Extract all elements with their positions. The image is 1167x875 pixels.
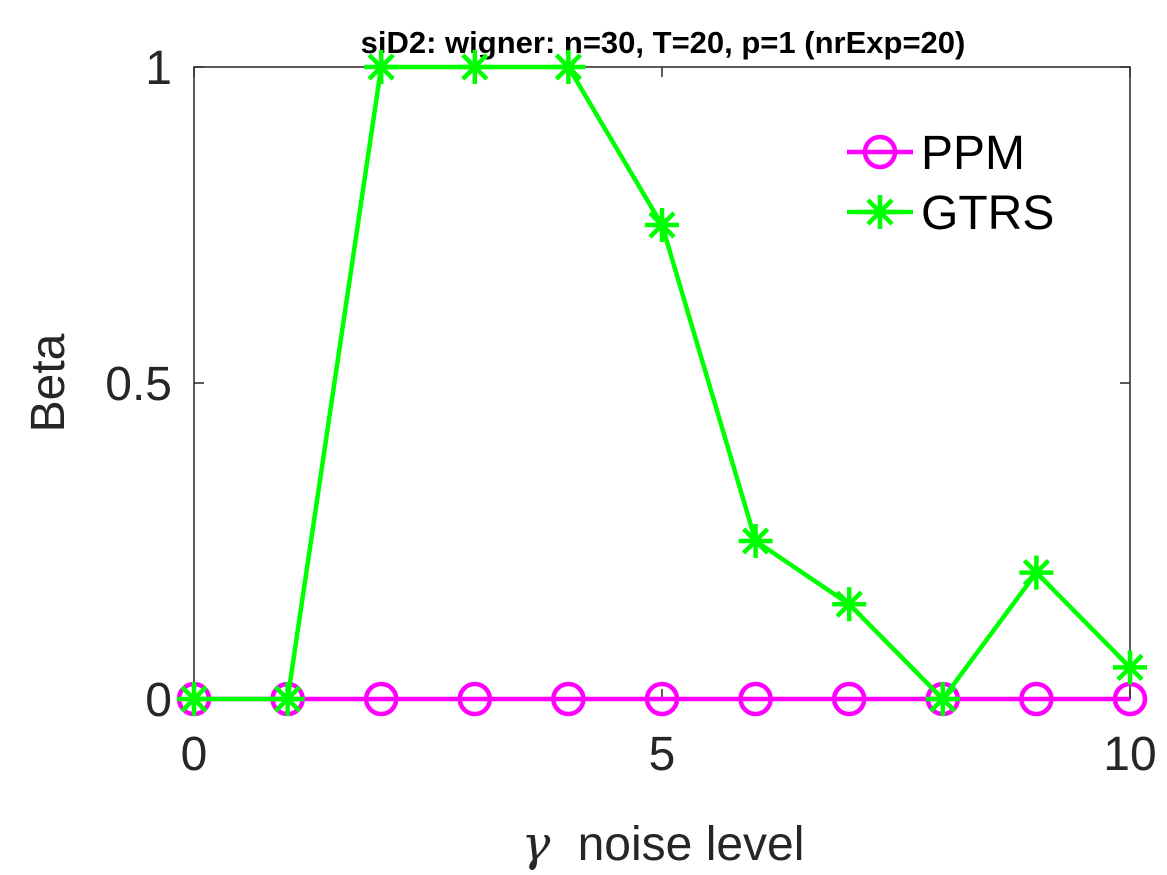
data-point — [832, 587, 867, 622]
data-point — [1019, 681, 1054, 717]
x-axis-label-symbol: γ — [522, 816, 551, 872]
x-axis-label: γ noise level — [522, 816, 805, 872]
data-point — [738, 524, 773, 558]
data-point — [1113, 650, 1147, 685]
data-point — [862, 134, 898, 170]
data-point — [551, 50, 586, 84]
data-point — [738, 681, 773, 717]
x-tick-label: 10 — [1103, 728, 1156, 781]
legend-label: PPM — [921, 127, 1025, 180]
y-axis-label: Beta — [22, 333, 75, 432]
data-point — [363, 681, 399, 717]
y-tick-label: 1 — [145, 42, 172, 95]
data-point — [1019, 555, 1054, 590]
series-layer — [176, 50, 1148, 717]
x-axis-label-text: noise level — [578, 818, 805, 871]
x-tick-label: 5 — [649, 728, 676, 781]
data-point — [863, 195, 897, 229]
axis-tick-labels: 0 5 10 0 0.5 1 — [105, 42, 1156, 781]
legend: PPM GTRS — [847, 127, 1054, 240]
data-point — [457, 681, 493, 717]
data-point — [551, 681, 586, 717]
legend-label: GTRS — [921, 187, 1054, 240]
legend-item-ppm: PPM — [847, 127, 1025, 180]
x-tick-label: 0 — [181, 728, 208, 781]
y-tick-label: 0.5 — [105, 358, 172, 411]
data-point — [177, 682, 211, 716]
data-point — [645, 208, 679, 242]
series-gtrs — [177, 50, 1147, 716]
data-point — [457, 50, 492, 84]
y-tick-label: 0 — [145, 674, 172, 727]
data-point — [270, 682, 305, 716]
data-point — [364, 50, 399, 84]
data-point — [925, 682, 960, 716]
data-point — [831, 681, 867, 717]
series-ppm — [176, 681, 1148, 717]
data-point — [644, 681, 680, 717]
legend-item-gtrs: GTRS — [847, 187, 1054, 240]
chart-title: siD2: wigner: n=30, T=20, p=1 (nrExp=20) — [361, 25, 966, 60]
